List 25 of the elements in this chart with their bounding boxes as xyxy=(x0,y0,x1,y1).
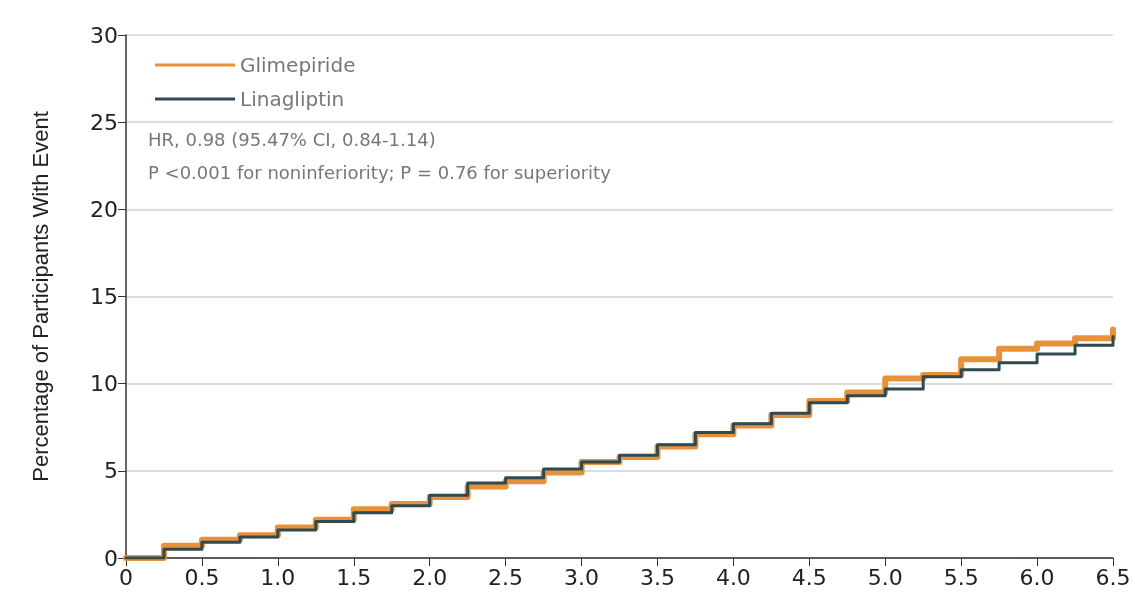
x-tick-label: 2.0 xyxy=(412,564,448,590)
legend-label: Glimepiride xyxy=(240,53,356,77)
x-tick-label: 4.5 xyxy=(791,564,827,590)
y-tick-label: 10 xyxy=(90,371,118,397)
x-tick-label: 5.0 xyxy=(867,564,903,590)
x-tick-label: 5.5 xyxy=(943,564,979,590)
y-tick-label: 30 xyxy=(90,22,118,48)
y-tick-label: 15 xyxy=(90,284,118,309)
y-axis-title: Percentage of Participants With Event xyxy=(27,111,53,482)
x-tick-label: 0.5 xyxy=(184,564,220,590)
x-tick-label: 3.0 xyxy=(564,564,600,590)
x-tick-label: 6.5 xyxy=(1095,564,1131,590)
x-tick-label: 3.5 xyxy=(639,564,675,590)
y-tick-label: 25 xyxy=(90,109,118,135)
x-tick-label: 1.0 xyxy=(260,564,296,590)
x-tick-label: 6.0 xyxy=(1019,564,1055,590)
y-tick-label: 0 xyxy=(104,545,118,571)
x-tick-label: 2.5 xyxy=(488,564,524,590)
legend-label: Linagliptin xyxy=(240,87,345,111)
annotation: HR, 0.98 (95.47% CI, 0.84-1.14) xyxy=(148,128,436,150)
x-tick-label: 1.5 xyxy=(336,564,372,590)
x-tick-label: 4.0 xyxy=(715,564,751,590)
y-tick-label: 20 xyxy=(90,196,118,222)
y-tick-label: 5 xyxy=(104,458,118,484)
annotation: P <0.001 for noninferiority; P = 0.76 for superiority xyxy=(148,161,612,183)
